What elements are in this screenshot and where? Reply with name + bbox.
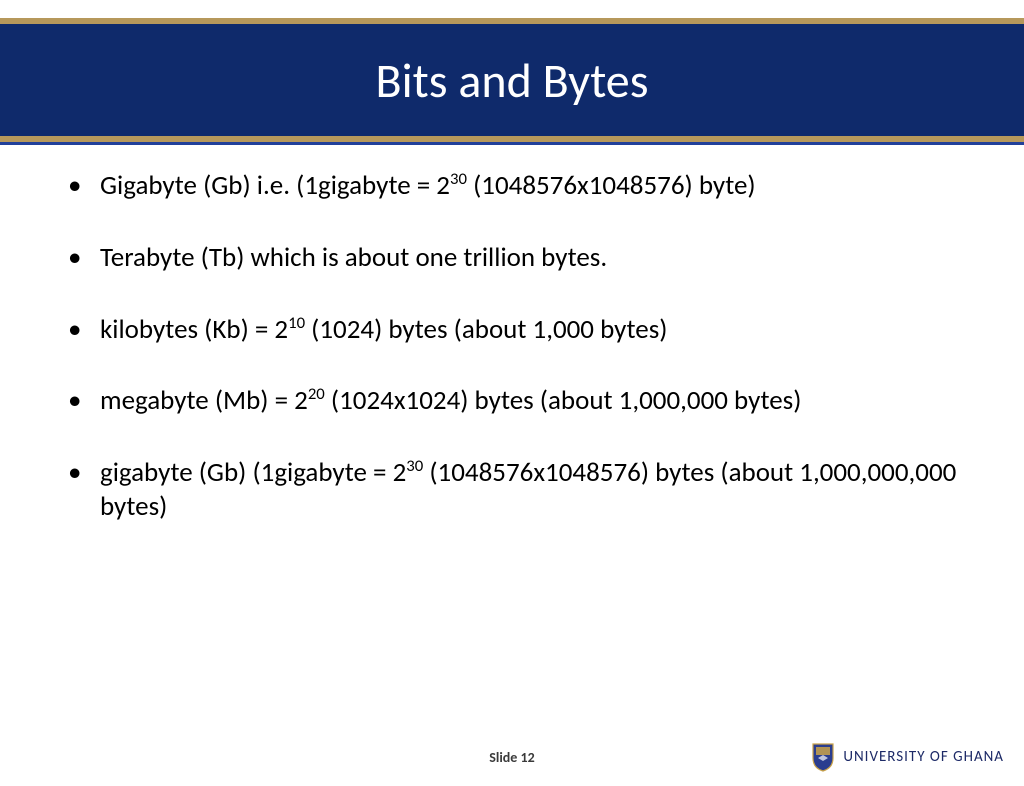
bullet-text-pre: megabyte (Mb) = 2 bbox=[100, 384, 308, 417]
list-item: gigabyte (Gb) (1gigabyte = 230 (1048576x… bbox=[60, 456, 964, 524]
list-item: megabyte (Mb) = 220 (1024x1024) bytes (a… bbox=[60, 384, 964, 418]
blue-line-bottom bbox=[0, 142, 1024, 145]
title-band: Bits and Bytes bbox=[0, 24, 1024, 136]
bullet-text-pre: Terabyte (Tb) which is about one trillio… bbox=[100, 241, 607, 274]
list-item: kilobytes (Kb) = 210 (1024) bytes (about… bbox=[60, 313, 964, 347]
bullet-text-pre: Gigabyte (Gb) i.e. (1gigabyte = 2 bbox=[100, 169, 450, 202]
footer: Slide 12 UNIVERSITY OF GHANA bbox=[0, 732, 1024, 772]
bullet-sup: 30 bbox=[450, 169, 467, 189]
university-name: UNIVERSITY OF GHANA bbox=[843, 748, 1004, 766]
bullet-text-post: (1024x1024) bytes (about 1,000,000 bytes… bbox=[325, 384, 802, 417]
header-band: Bits and Bytes bbox=[0, 18, 1024, 145]
bullet-text-post: (1048576x1048576) byte) bbox=[467, 169, 756, 202]
list-item: Terabyte (Tb) which is about one trillio… bbox=[60, 241, 964, 275]
bullet-sup: 20 bbox=[308, 384, 325, 404]
bullet-text-post: (1024) bytes (about 1,000 bytes) bbox=[305, 313, 667, 346]
bullet-text-pre: gigabyte (Gb) (1gigabyte = 2 bbox=[100, 456, 406, 489]
content-area: Gigabyte (Gb) i.e. (1gigabyte = 230 (104… bbox=[0, 145, 1024, 524]
bullet-sup: 30 bbox=[406, 456, 423, 476]
slide-number: Slide 12 bbox=[489, 749, 534, 766]
slide-title: Bits and Bytes bbox=[376, 51, 649, 110]
list-item: Gigabyte (Gb) i.e. (1gigabyte = 230 (104… bbox=[60, 169, 964, 203]
bullet-list: Gigabyte (Gb) i.e. (1gigabyte = 230 (104… bbox=[60, 169, 964, 524]
bullet-sup: 10 bbox=[288, 313, 305, 333]
bullet-text-pre: kilobytes (Kb) = 2 bbox=[100, 313, 288, 346]
